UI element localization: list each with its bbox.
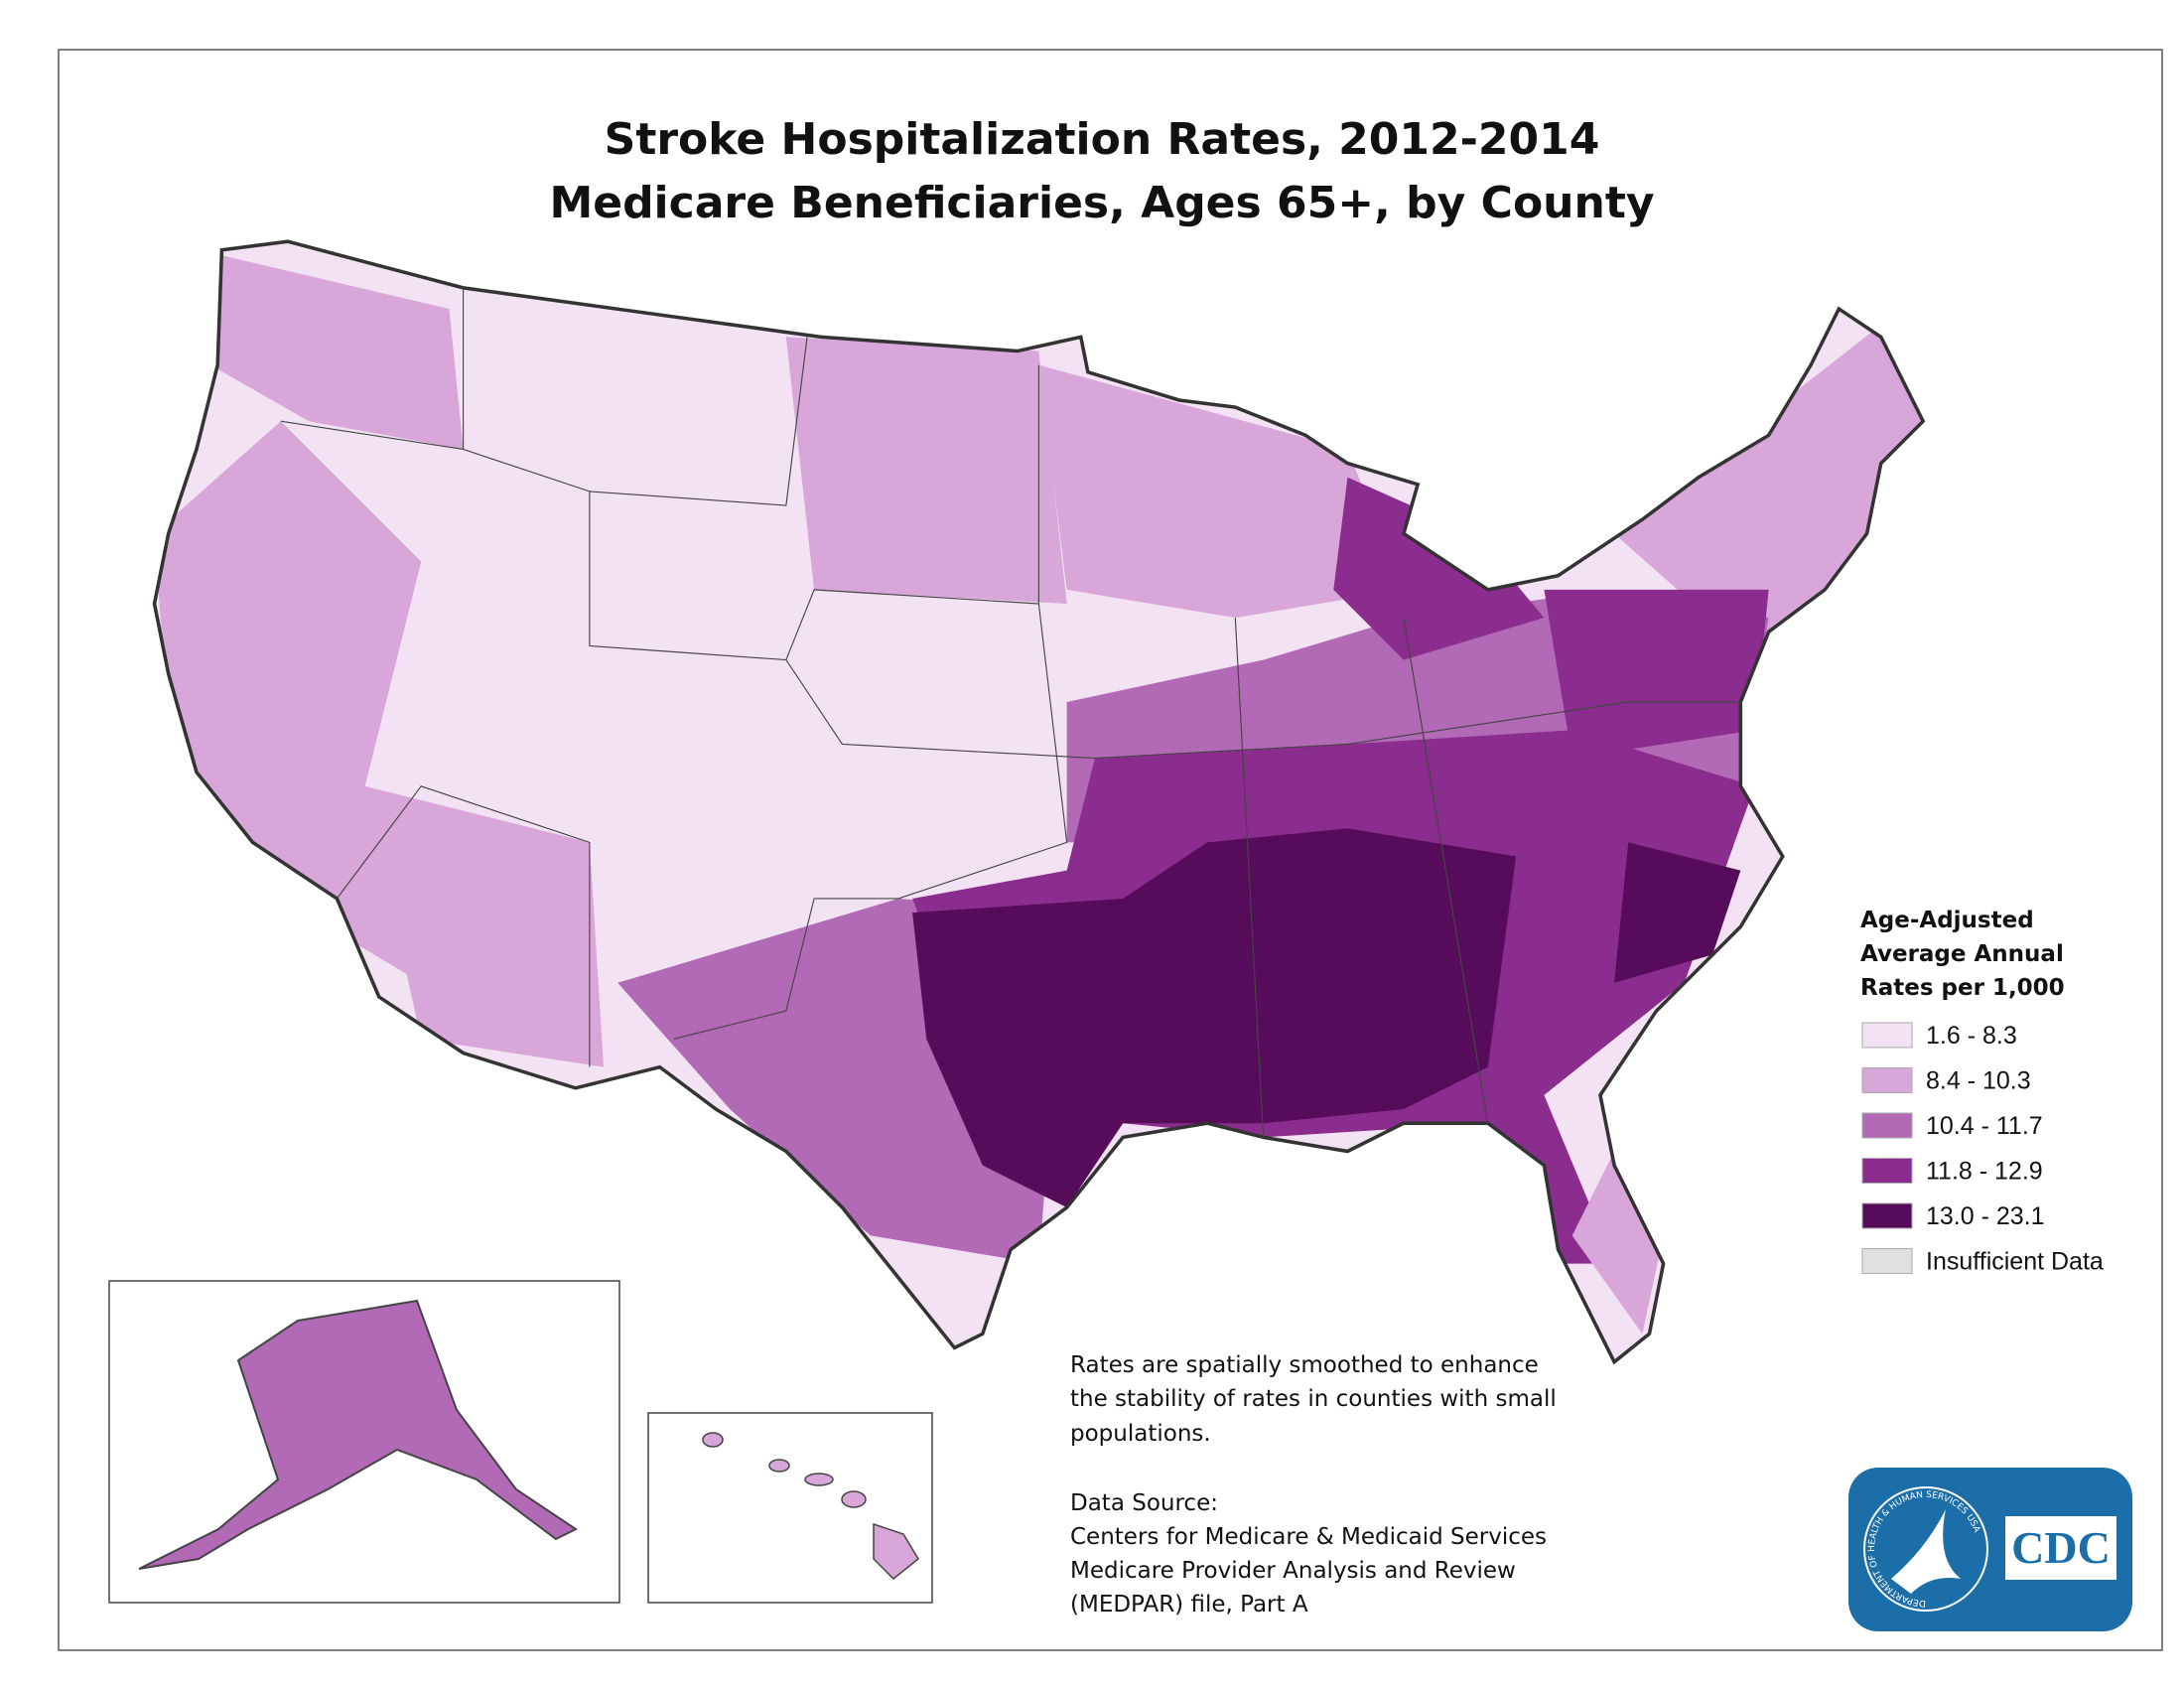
- legend-label: 11.8 - 12.9: [1926, 1158, 2043, 1186]
- legend-swatch: [1861, 1022, 1913, 1049]
- hawaii: [702, 1432, 919, 1581]
- region: [364, 785, 605, 1067]
- island: [873, 1522, 919, 1581]
- island: [804, 1473, 834, 1486]
- region: [912, 828, 1517, 1208]
- source-line: Data Source:: [1070, 1490, 1218, 1516]
- note-line: the stability of rates in counties with …: [1070, 1386, 1557, 1412]
- cdc-logo: DEPARTMENT OF HEALTH & HUMAN SERVICES US…: [1848, 1468, 2132, 1631]
- legend-label: Insufficient Data: [1926, 1248, 2104, 1276]
- state-borders: [280, 287, 1741, 1138]
- legend-label: 1.6 - 8.3: [1926, 1022, 2017, 1050]
- region: [210, 252, 464, 450]
- subtitle: Medicare Beneficiaries, Ages 65+, by Cou…: [549, 178, 1654, 228]
- region: [1333, 477, 1545, 660]
- region: [1544, 589, 1769, 759]
- note-line: populations.: [1070, 1421, 1211, 1447]
- legend-title: Age-Adjusted: [1860, 908, 2034, 933]
- eagle: [1891, 1509, 1961, 1594]
- cdc-text: CDC: [2011, 1522, 2111, 1573]
- region: [785, 337, 1067, 605]
- island: [768, 1459, 790, 1473]
- region: [1038, 364, 1404, 619]
- logo-bg: [1848, 1468, 2132, 1631]
- legend-swatch: [1861, 1248, 1913, 1274]
- legend-label: 13.0 - 23.1: [1926, 1202, 2045, 1230]
- legend-swatch: [1861, 1158, 1913, 1184]
- legend-title: Rates per 1,000: [1860, 975, 2065, 1001]
- note-line: Rates are spatially smoothed to enhance: [1070, 1352, 1539, 1378]
- notes: Rates are spatially smoothed to enhance …: [1070, 1352, 1557, 1618]
- legend-swatch: [1861, 1202, 1913, 1229]
- source-line: Medicare Provider Analysis and Review: [1070, 1558, 1516, 1584]
- legend-swatch: [1861, 1067, 1913, 1093]
- title: Stroke Hospitalization Rates, 2012-2014: [605, 114, 1600, 165]
- region: [1614, 842, 1741, 983]
- seal: [1863, 1486, 1988, 1612]
- source-line: Centers for Medicare & Medicaid Services: [1070, 1524, 1547, 1550]
- island: [702, 1432, 724, 1448]
- legend-label: 8.4 - 10.3: [1926, 1067, 2031, 1095]
- legend-label: 10.4 - 11.7: [1926, 1112, 2043, 1140]
- legend-title: Average Annual: [1860, 941, 2064, 967]
- alaska: [138, 1299, 578, 1570]
- source-line: (MEDPAR) file, Part A: [1070, 1592, 1308, 1618]
- island: [841, 1490, 867, 1508]
- legend: Age-Adjusted Average Annual Rates per 1,…: [1860, 908, 2104, 1276]
- cdc-box: [2005, 1516, 2116, 1580]
- region: [154, 421, 422, 983]
- legend-swatch: [1861, 1112, 1913, 1139]
